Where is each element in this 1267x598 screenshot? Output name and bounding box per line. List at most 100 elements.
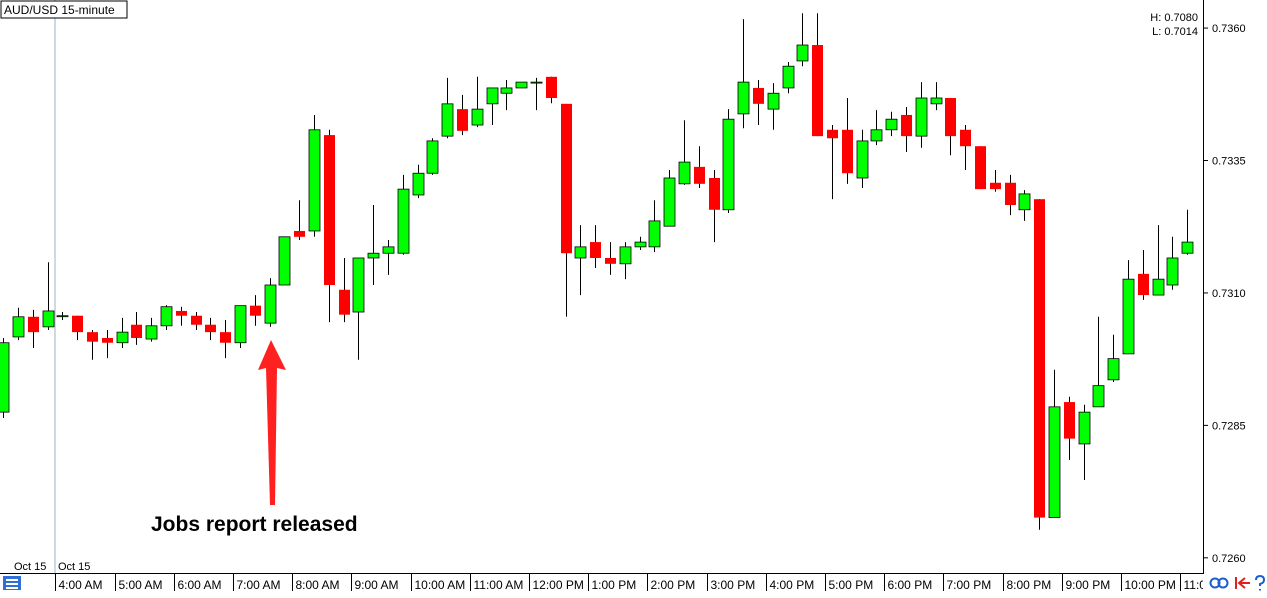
chart-title: AUD/USD 15-minute bbox=[4, 3, 115, 17]
candle-body bbox=[471, 108, 484, 126]
candle-body bbox=[1122, 278, 1135, 355]
candle-body bbox=[945, 98, 956, 137]
candle-body bbox=[367, 252, 380, 259]
candle-body bbox=[145, 325, 158, 340]
candle-body bbox=[915, 97, 928, 137]
candle-body bbox=[220, 332, 231, 343]
candle-body bbox=[1138, 273, 1149, 296]
candle-body bbox=[250, 305, 261, 316]
y-tick-label: 0.7260 bbox=[1212, 553, 1246, 565]
x-tick-label: 7:00 AM bbox=[237, 578, 281, 592]
toolbar-icons[interactable] bbox=[1209, 574, 1266, 591]
candle-body bbox=[1166, 257, 1179, 286]
candle-body bbox=[457, 109, 468, 131]
candle-body bbox=[663, 177, 676, 227]
candle-body bbox=[1107, 358, 1120, 381]
x-tick-label: 8:00 AM bbox=[296, 578, 340, 592]
candle-body bbox=[796, 44, 809, 62]
candle-body bbox=[546, 76, 557, 99]
candle-body bbox=[515, 81, 528, 89]
candle-body bbox=[694, 166, 705, 184]
candle-body bbox=[634, 241, 647, 248]
candle-body bbox=[264, 284, 277, 324]
x-tick-label: 5:00 AM bbox=[119, 578, 163, 592]
candle-body bbox=[205, 324, 216, 333]
candle-body bbox=[1018, 193, 1031, 211]
candle-body bbox=[486, 87, 499, 105]
y-tick-label: 0.7285 bbox=[1212, 420, 1246, 432]
candle-body bbox=[574, 246, 587, 259]
candle-body bbox=[160, 306, 173, 327]
candle-body bbox=[28, 316, 39, 333]
x-tick-label: 4:00 AM bbox=[59, 578, 103, 592]
candle-body bbox=[234, 305, 247, 344]
candle-body bbox=[930, 97, 943, 105]
plot-area bbox=[0, 0, 1194, 573]
help-icon[interactable] bbox=[1255, 574, 1266, 591]
x-tick-label: 4:00 PM bbox=[770, 578, 815, 592]
x-tick-label: 6:00 AM bbox=[178, 578, 222, 592]
candle-body bbox=[753, 87, 764, 104]
candle-body bbox=[412, 172, 425, 196]
x-tick-label: 1:00 PM bbox=[592, 578, 637, 592]
y-tick-label: 0.7335 bbox=[1212, 156, 1246, 168]
candle-body bbox=[441, 103, 454, 137]
candle-body bbox=[648, 220, 661, 248]
candle-body bbox=[116, 331, 129, 344]
candle-body bbox=[500, 87, 513, 94]
candle-body bbox=[827, 129, 838, 139]
candle-body bbox=[960, 129, 971, 147]
candle-body bbox=[324, 135, 335, 285]
candle-body bbox=[1152, 278, 1165, 296]
menu-icon[interactable] bbox=[3, 576, 21, 590]
x-tick-label: 9:00 AM bbox=[355, 578, 399, 592]
annotation-arrow bbox=[258, 340, 286, 505]
candle-body bbox=[176, 310, 187, 316]
candle-body bbox=[870, 129, 883, 142]
link-icon[interactable] bbox=[1217, 577, 1229, 589]
candle-body bbox=[901, 114, 912, 137]
candle-body bbox=[975, 146, 986, 190]
x-tick-label: 10:00 PM bbox=[1125, 578, 1176, 592]
x-tick-label: 8:00 PM bbox=[1007, 578, 1052, 592]
x-tick-label: 5:00 PM bbox=[829, 578, 874, 592]
candle-body bbox=[1092, 385, 1105, 408]
candle-body bbox=[42, 310, 55, 328]
y-tick-label: 0.7360 bbox=[1212, 23, 1246, 35]
candle-body bbox=[1048, 406, 1061, 518]
candle-body bbox=[678, 161, 691, 185]
candle-body bbox=[722, 118, 735, 211]
candle-body bbox=[56, 315, 69, 318]
candle-body bbox=[87, 332, 98, 342]
candle-body bbox=[1064, 402, 1075, 439]
candle-body bbox=[561, 103, 572, 254]
candle-body bbox=[0, 342, 10, 413]
candle-body bbox=[191, 315, 202, 325]
x-tick-label: 9:00 PM bbox=[1066, 578, 1111, 592]
title-box bbox=[0, 0, 128, 19]
candle-body bbox=[619, 246, 632, 265]
candle-body bbox=[1005, 182, 1016, 206]
candle-body bbox=[856, 140, 869, 179]
candle-body bbox=[590, 242, 601, 258]
candle-body bbox=[885, 118, 898, 131]
candle-body bbox=[294, 230, 305, 237]
x-tick-label: 11:00 PM bbox=[1184, 578, 1234, 592]
candle-body bbox=[1078, 411, 1091, 445]
candle-body bbox=[1034, 199, 1045, 518]
candle-body bbox=[842, 129, 853, 174]
candle-body bbox=[278, 236, 291, 286]
candle-body bbox=[426, 140, 439, 174]
date-label: Oct 15 bbox=[58, 561, 90, 573]
x-tick-label: 10:00 AM bbox=[415, 578, 466, 592]
candle-body bbox=[990, 182, 1001, 190]
candle-body bbox=[709, 177, 720, 210]
x-tick-label: 12:00 PM bbox=[533, 578, 584, 592]
candle-body bbox=[1181, 241, 1194, 254]
candle-body bbox=[397, 188, 410, 254]
y-tick-label: 0.7310 bbox=[1212, 288, 1246, 300]
candle-body bbox=[102, 337, 113, 343]
candle-body bbox=[737, 81, 750, 115]
